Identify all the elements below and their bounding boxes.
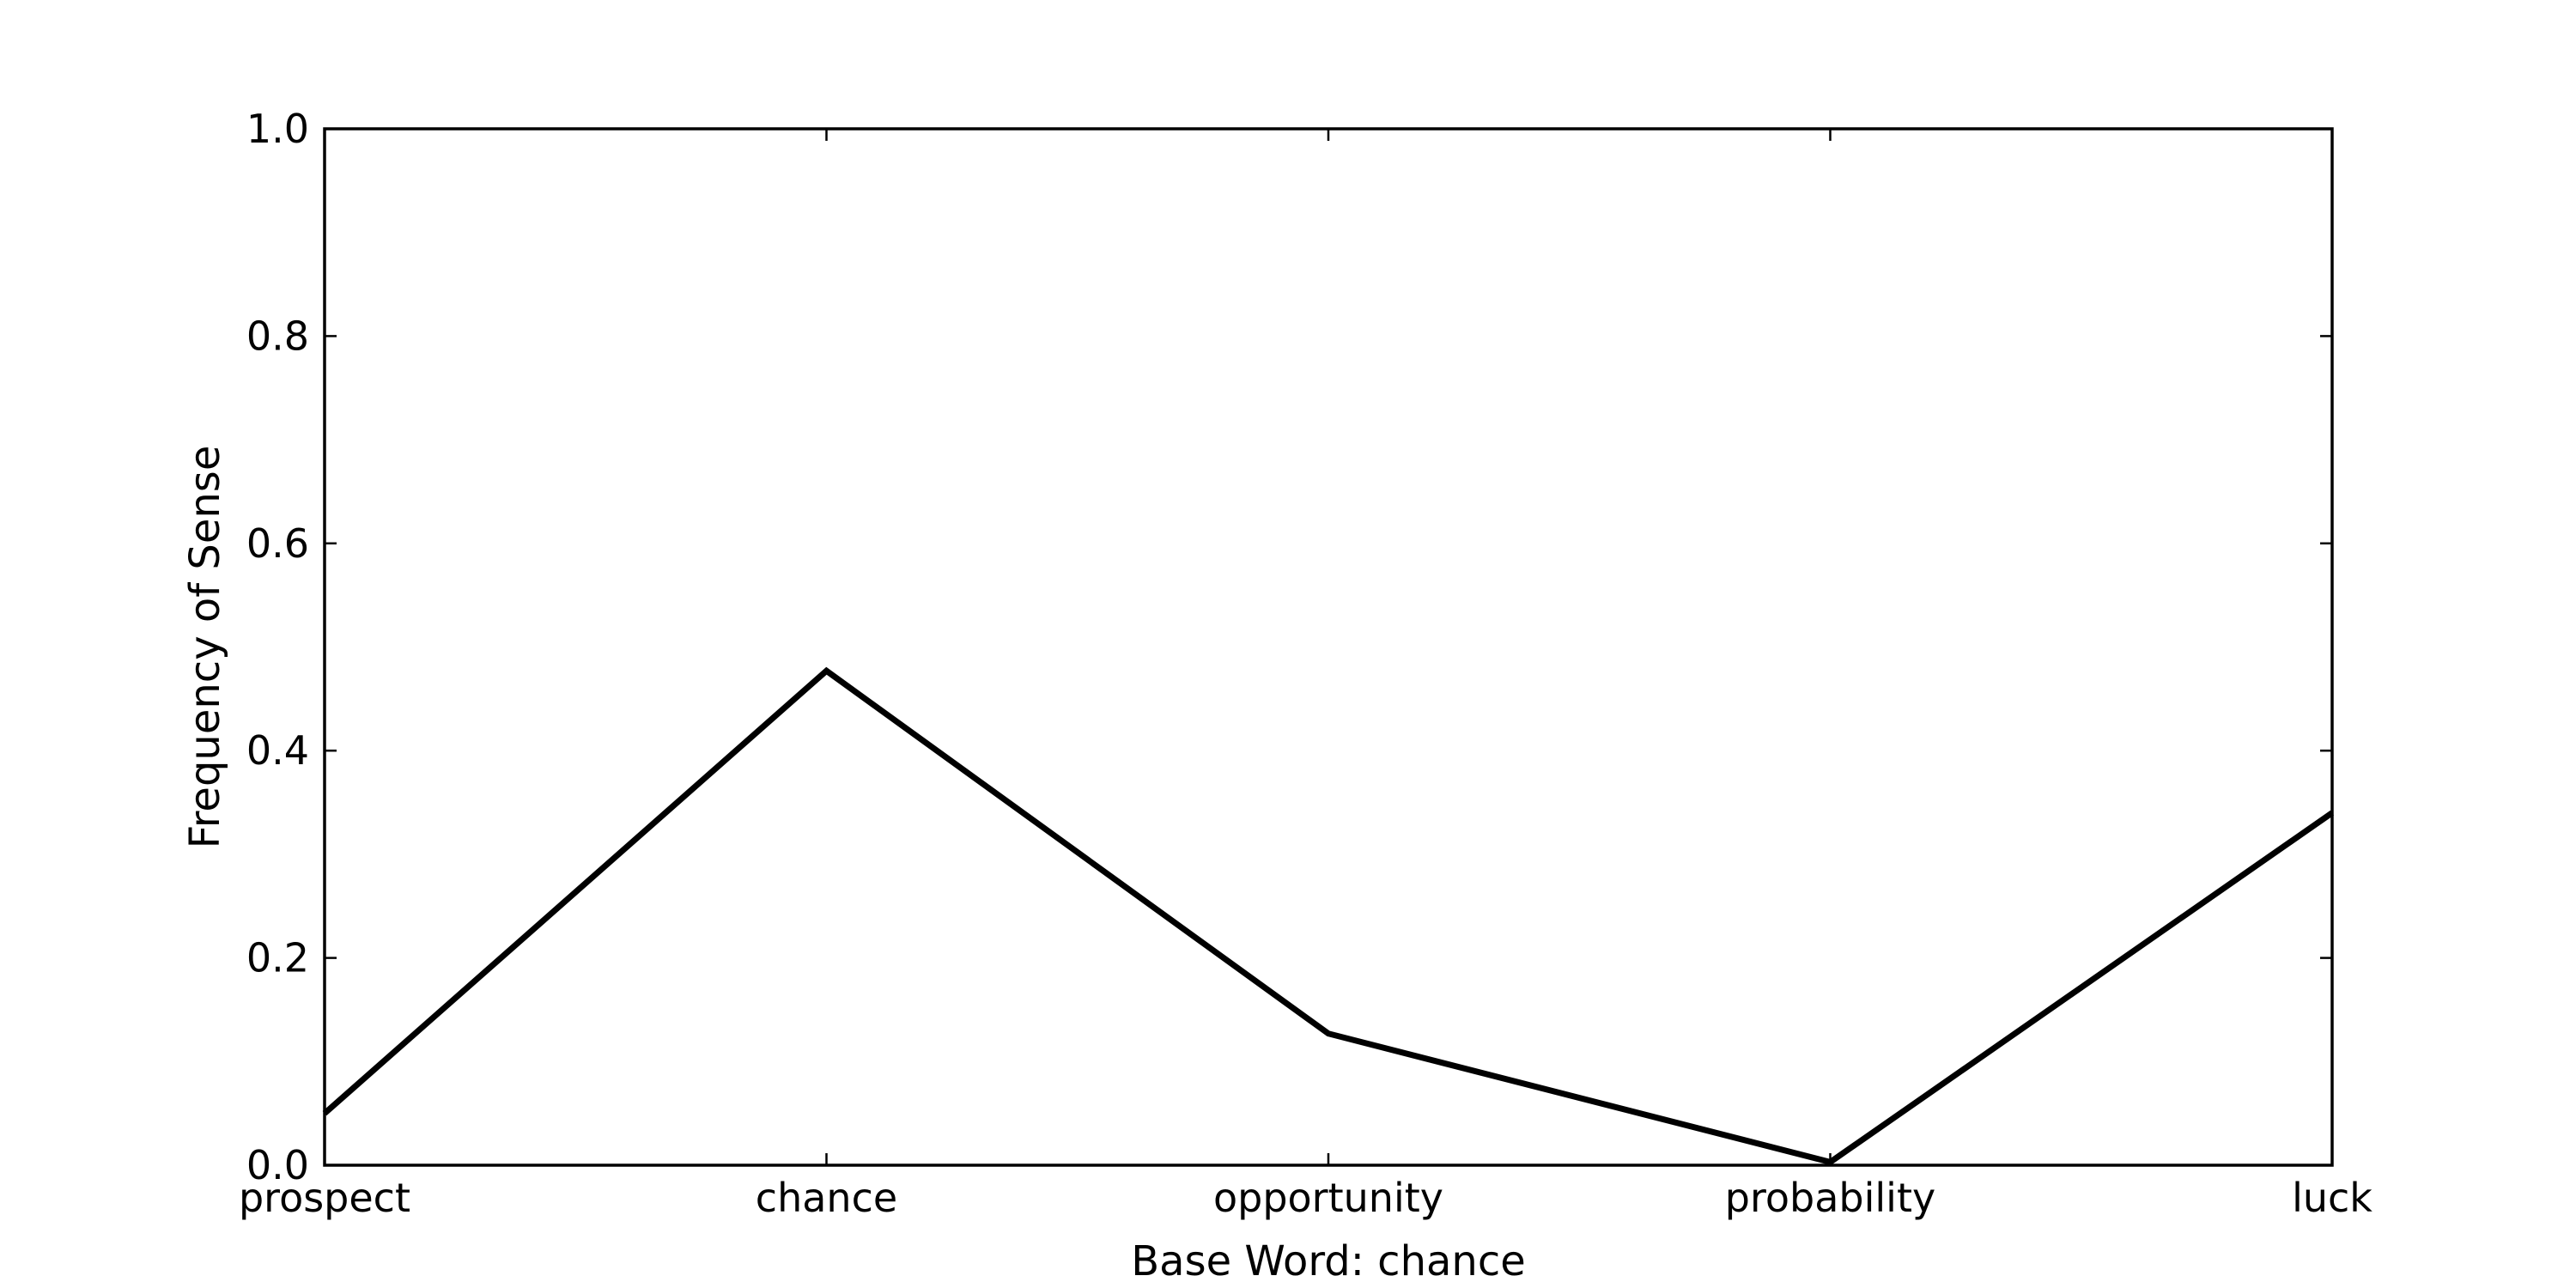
x-tick-label: prospect [239,1175,410,1221]
y-tick-label: 0.4 [246,727,309,774]
x-tick-label: probability [1725,1175,1935,1221]
x-tick-label: opportunity [1213,1175,1443,1221]
series-layer [322,666,2334,1166]
ticks-layer: 0.0 0.2 0.4 0.6 0.8 1.0 prospect chance opportun… [239,106,2372,1221]
y-tick-label: 0.0 [246,1142,309,1188]
axes-frame [323,127,2334,1167]
y-tick-label: 0.2 [246,935,309,981]
y-tick-label: 0.6 [246,520,309,567]
y-tick-label: 0.8 [246,313,309,359]
series-line [322,666,2334,1166]
plot-frame [323,127,2334,1167]
y-tick-label: 1.0 [246,106,309,152]
x-axis-label: Base Word: chance [1131,1237,1526,1285]
x-tick-label: chance [756,1175,897,1221]
labels-layer: Base Word: chance Frequency of Sense [181,446,1526,1285]
x-tick-label: luck [2292,1175,2372,1221]
y-axis-label: Frequency of Sense [181,446,229,849]
